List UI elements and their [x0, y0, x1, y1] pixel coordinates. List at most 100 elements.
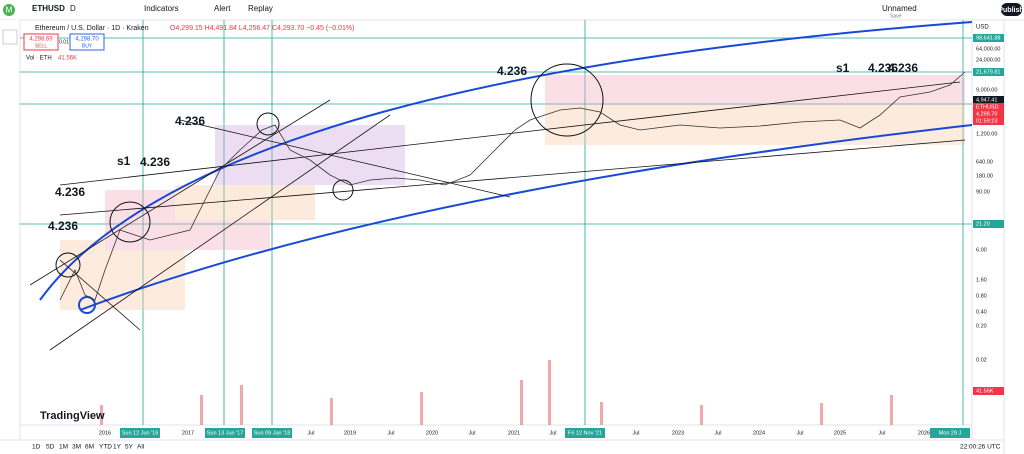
toolbar-item[interactable]: Unnamed: [882, 4, 917, 13]
price-label: 4,947.41: [976, 97, 997, 103]
annotation: 4.236: [497, 64, 527, 78]
time-label: Mon 29 J: [939, 430, 962, 436]
price-label: 1,200.00: [976, 131, 997, 137]
time-label: 2021: [508, 430, 520, 436]
avatar[interactable]: [3, 4, 15, 16]
time-label: 2016: [99, 430, 111, 436]
price-label: 21,679.81: [976, 69, 1000, 75]
toolbar-item[interactable]: Replay: [248, 4, 273, 13]
price-label: 180.00: [976, 173, 993, 179]
price-label: 0.20: [976, 323, 987, 329]
time-label: Fri 12 Nov '21: [568, 430, 602, 436]
legend-ohlc: O4,299.15 H4,491.84 L4,256.47 C4,293.70 …: [170, 25, 354, 32]
price-label: 0.02: [976, 357, 987, 363]
annotation: 4.236: [140, 155, 170, 169]
range-button[interactable]: All: [137, 444, 145, 451]
range-button[interactable]: 1D: [32, 444, 41, 451]
annotation: 4.236: [888, 61, 918, 75]
axis-unit: USD: [976, 25, 989, 31]
range-button[interactable]: YTD: [99, 444, 112, 451]
range-button[interactable]: 1Y: [113, 444, 122, 451]
price-label-bg: [973, 220, 1004, 228]
time-label: 2023: [672, 430, 684, 436]
buy-label: BUY: [82, 43, 93, 49]
legend-title: Ethereum / U.S. Dollar · 1D · Kraken: [35, 25, 149, 32]
time-label: 2024: [753, 430, 765, 436]
price-label: 0.40: [976, 309, 987, 315]
time-label: 2017: [182, 430, 194, 436]
time-label-bg: [120, 428, 160, 438]
buy-price: 4,298.70: [75, 37, 99, 43]
volume: [100, 360, 893, 425]
time-label: Sun 09 Jan '18: [254, 430, 291, 436]
publish-label: Publish: [998, 7, 1023, 14]
price-label-bg: [973, 117, 1004, 125]
price-label: 90.00: [976, 189, 990, 195]
toolbar-item[interactable]: Alert: [214, 4, 231, 13]
time-label: Jul: [878, 430, 885, 436]
time-label: Jul: [632, 430, 639, 436]
price-label: 9,000.00: [976, 87, 997, 93]
time-label: Jul: [714, 430, 721, 436]
price-label-bg: [973, 34, 1004, 42]
publish-button[interactable]: [1001, 3, 1022, 16]
annotation: 4.236: [55, 185, 85, 199]
watermark: TradingView: [40, 410, 105, 422]
time-label: Jul: [796, 430, 803, 436]
price-label: 1.60: [976, 277, 987, 283]
time-label: Sun 13 Jun '17: [207, 430, 244, 436]
toolbar-item[interactable]: ETHUSD: [32, 4, 65, 13]
left-toolbar: [0, 20, 20, 454]
price-label: ETHUSD: [976, 104, 999, 110]
price-label: 01:59:23: [976, 118, 997, 124]
time-label: Sun 12 Jun '16: [122, 430, 159, 436]
price-label: 24,000.00: [976, 57, 1000, 63]
time-label-bg: [205, 428, 245, 438]
range-button[interactable]: 5Y: [125, 444, 134, 451]
time-label: 2019: [344, 430, 356, 436]
clock: 22:00:26 UTC: [960, 444, 1001, 451]
range-button[interactable]: 1M: [59, 444, 68, 451]
price-path: [59, 71, 966, 301]
annotation: 4.236: [48, 219, 78, 233]
price-label-bg: [973, 110, 1004, 118]
price-label: 640.00: [976, 159, 993, 165]
annotation: s1: [117, 154, 131, 168]
price-label: 41.56K: [976, 388, 994, 394]
toolbar-item[interactable]: D: [70, 4, 76, 13]
top-bar: [0, 0, 1024, 20]
time-label: 2020: [426, 430, 438, 436]
time-label: 2026: [918, 430, 930, 436]
volume-label: Vol · ETH: [26, 56, 52, 62]
price-label-bg: [973, 96, 1004, 104]
price-label-bg: [973, 387, 1004, 395]
toolbar-item[interactable]: Indicators: [144, 4, 179, 13]
range-button[interactable]: 3M: [72, 444, 81, 451]
range-button[interactable]: 5D: [46, 444, 55, 451]
tool-icon[interactable]: [2, 29, 18, 45]
annotation: 4.236: [175, 114, 205, 128]
price-label: 21.20: [976, 221, 990, 227]
annotation: 4.236: [868, 61, 898, 75]
sell-price: 4,298.69: [29, 37, 53, 43]
price-label: 4,298.70: [976, 111, 997, 117]
sell-button[interactable]: [23, 33, 59, 51]
time-label: Jul: [549, 430, 556, 436]
trend-drawings: [29, 21, 973, 351]
time-label: Jul: [387, 430, 394, 436]
spread: 0.01: [59, 39, 69, 45]
fib-zones: [60, 75, 965, 310]
sell-label: SELL: [35, 43, 47, 49]
buy-button[interactable]: [69, 33, 105, 51]
price-label-bg: [973, 103, 1004, 111]
time-label: Jul: [468, 430, 475, 436]
price-label: 0.80: [976, 293, 987, 299]
time-label: Jul: [307, 430, 314, 436]
volume-value: 41.56K: [58, 56, 77, 62]
avatar-letter: M: [6, 6, 13, 15]
range-button[interactable]: 6M: [85, 444, 94, 451]
time-label: 2025: [834, 430, 846, 436]
annotation: s1: [836, 61, 850, 75]
